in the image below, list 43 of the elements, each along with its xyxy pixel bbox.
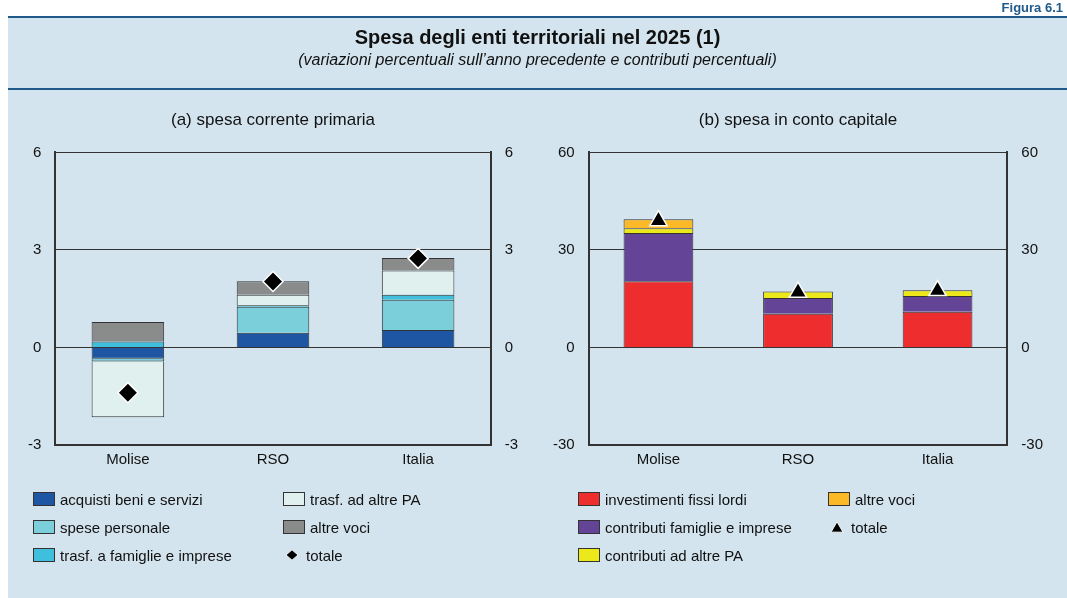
y-tick-label: 60: [557, 142, 575, 160]
point: [407, 247, 429, 270]
point: [262, 270, 284, 293]
legend-label: altre voci: [310, 518, 371, 536]
point: [788, 281, 808, 298]
y2-tick-label: 0: [504, 337, 514, 355]
legend-label: totale: [851, 518, 888, 536]
y-tick-label: 6: [32, 142, 42, 160]
x-tick-label: Molise: [636, 450, 681, 468]
legend-label: trasf. a famiglie e imprese: [60, 546, 232, 564]
y2-tick-label: 6: [504, 142, 514, 160]
text: Spesa degli enti territoriali nel 2025 (1): [353, 26, 722, 49]
point: [649, 209, 668, 227]
legend-label: trasf. ad altre PA: [310, 490, 421, 508]
legend-label: altre voci: [855, 490, 916, 508]
y2-tick-label: -3: [504, 435, 519, 453]
legend-label: investimenti fissi lordi: [605, 490, 747, 508]
y2-tick-label: 30: [1021, 240, 1039, 258]
y2-tick-label: -30: [1021, 435, 1044, 453]
y2-tick-label: 60: [1021, 142, 1039, 160]
y-tick-label: -30: [552, 435, 575, 453]
y-tick-label: 0: [566, 337, 575, 355]
chart-title: (b) spesa in conto capitale: [698, 109, 898, 129]
x-tick-label: Italia: [921, 450, 955, 468]
y-tick-label: -3: [27, 435, 42, 453]
legend-label: spese personale: [60, 518, 171, 536]
x-tick-label: RSO: [256, 450, 290, 468]
legend-label: acquisti beni e servizi: [60, 490, 203, 508]
text: (variazioni percentuali sull’anno precedente e contributi percentuali): [297, 51, 778, 69]
legend-label: contributi famiglie e imprese: [605, 518, 792, 536]
legend-label: totale: [306, 546, 343, 564]
y-tick-label: 0: [32, 337, 42, 355]
chart-title: (a) spesa corrente primaria: [170, 109, 376, 129]
y2-tick-label: 3: [504, 240, 514, 258]
x-tick-label: RSO: [781, 450, 815, 468]
y-tick-label: 30: [557, 240, 575, 258]
x-tick-label: Italia: [402, 450, 435, 468]
legend-label: contributi ad altre PA: [605, 546, 744, 564]
y-tick-label: 3: [32, 240, 42, 258]
x-tick-label: Molise: [106, 450, 150, 468]
y2-tick-label: 0: [1021, 337, 1030, 355]
point: [928, 279, 947, 297]
text: Figura 6.1: [1001, 0, 1063, 15]
